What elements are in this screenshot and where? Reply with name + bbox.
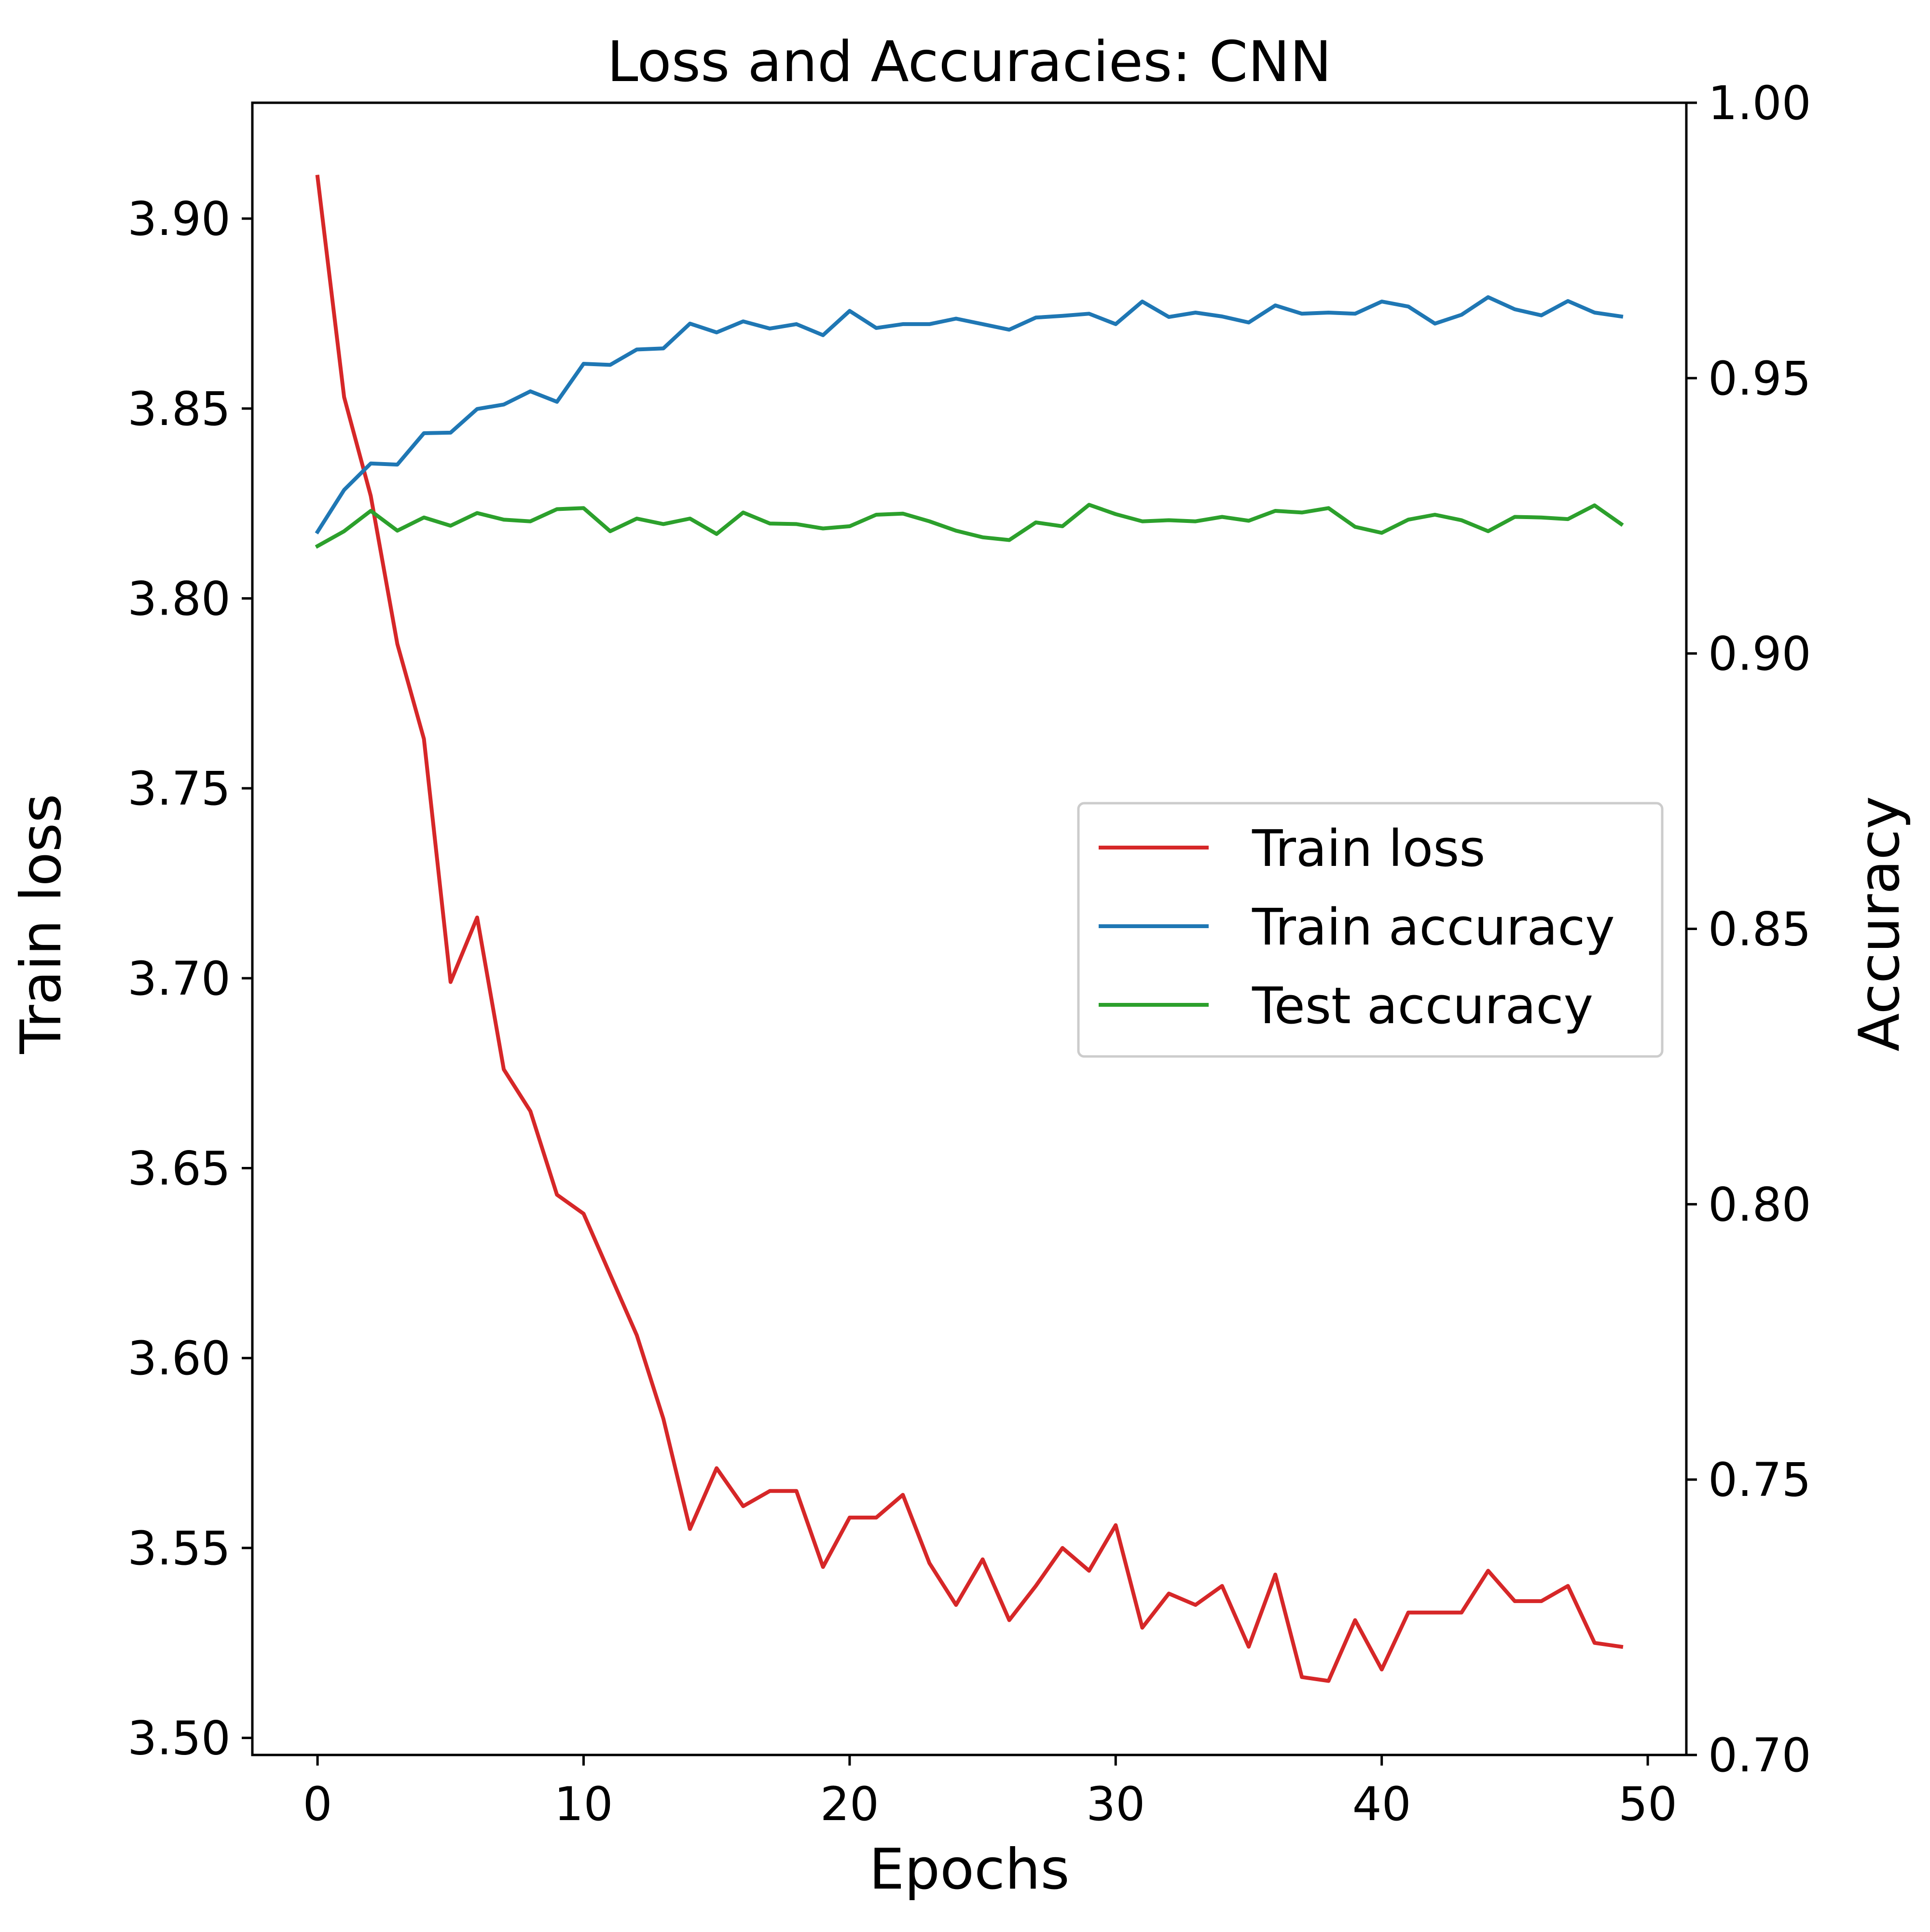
y-right-tick-label: 0.90 [1708, 627, 1811, 681]
legend: Train loss Train accuracy Test accuracy [1077, 802, 1664, 1058]
y-right-tick-label: 1.00 [1708, 76, 1811, 130]
y-right-tick-label: 0.80 [1708, 1178, 1811, 1232]
y-left-tick-label: 3.65 [127, 1142, 231, 1196]
x-tick-label: 10 [554, 1777, 613, 1831]
legend-label: Train loss [1252, 819, 1486, 878]
y-axis-left-label: Train loss [9, 794, 74, 1054]
x-tick-label: 0 [303, 1777, 332, 1831]
y-left-tick-label: 3.70 [127, 952, 231, 1006]
y-left-tick-label: 3.50 [127, 1712, 231, 1766]
x-axis-label: Epochs [869, 1837, 1070, 1902]
legend-label: Train accuracy [1252, 898, 1615, 957]
x-tick-label: 40 [1352, 1777, 1411, 1831]
series-line-test-accuracy [315, 503, 1624, 549]
y-left-tick-label: 3.75 [127, 762, 231, 816]
y-left-tick-label: 3.55 [127, 1521, 231, 1576]
y-axis-left-ticks: 3.50 3.55 3.60 3.65 3.70 3.75 3.80 3.85 3.90 [127, 192, 252, 1766]
y-axis-right-ticks: 0.70 0.75 0.80 0.85 0.90 0.95 1.00 [1686, 76, 1811, 1782]
y-axis-right-label: Accuracy [1847, 796, 1912, 1052]
x-tick-label: 30 [1086, 1777, 1145, 1831]
y-left-tick-label: 3.90 [127, 192, 231, 246]
y-right-tick-label: 0.85 [1708, 903, 1811, 957]
y-right-tick-label: 0.75 [1708, 1453, 1811, 1507]
series-line-train-loss [315, 175, 1624, 1683]
legend-box [1077, 802, 1664, 1058]
series-line-train-accuracy [315, 295, 1624, 534]
x-tick-label: 50 [1618, 1777, 1677, 1831]
y-left-tick-label: 3.60 [127, 1331, 231, 1385]
x-tick-label: 20 [820, 1777, 879, 1831]
x-axis-ticks: 0 10 20 30 40 50 [303, 1755, 1677, 1831]
y-right-tick-label: 0.95 [1708, 352, 1811, 406]
y-left-tick-label: 3.85 [127, 382, 231, 436]
legend-label: Test accuracy [1252, 976, 1593, 1035]
series-group [315, 175, 1624, 1683]
y-left-tick-label: 3.80 [127, 572, 231, 626]
y-right-tick-label: 0.70 [1708, 1728, 1811, 1782]
chart-title: Loss and Accuracies: CNN [607, 29, 1332, 95]
